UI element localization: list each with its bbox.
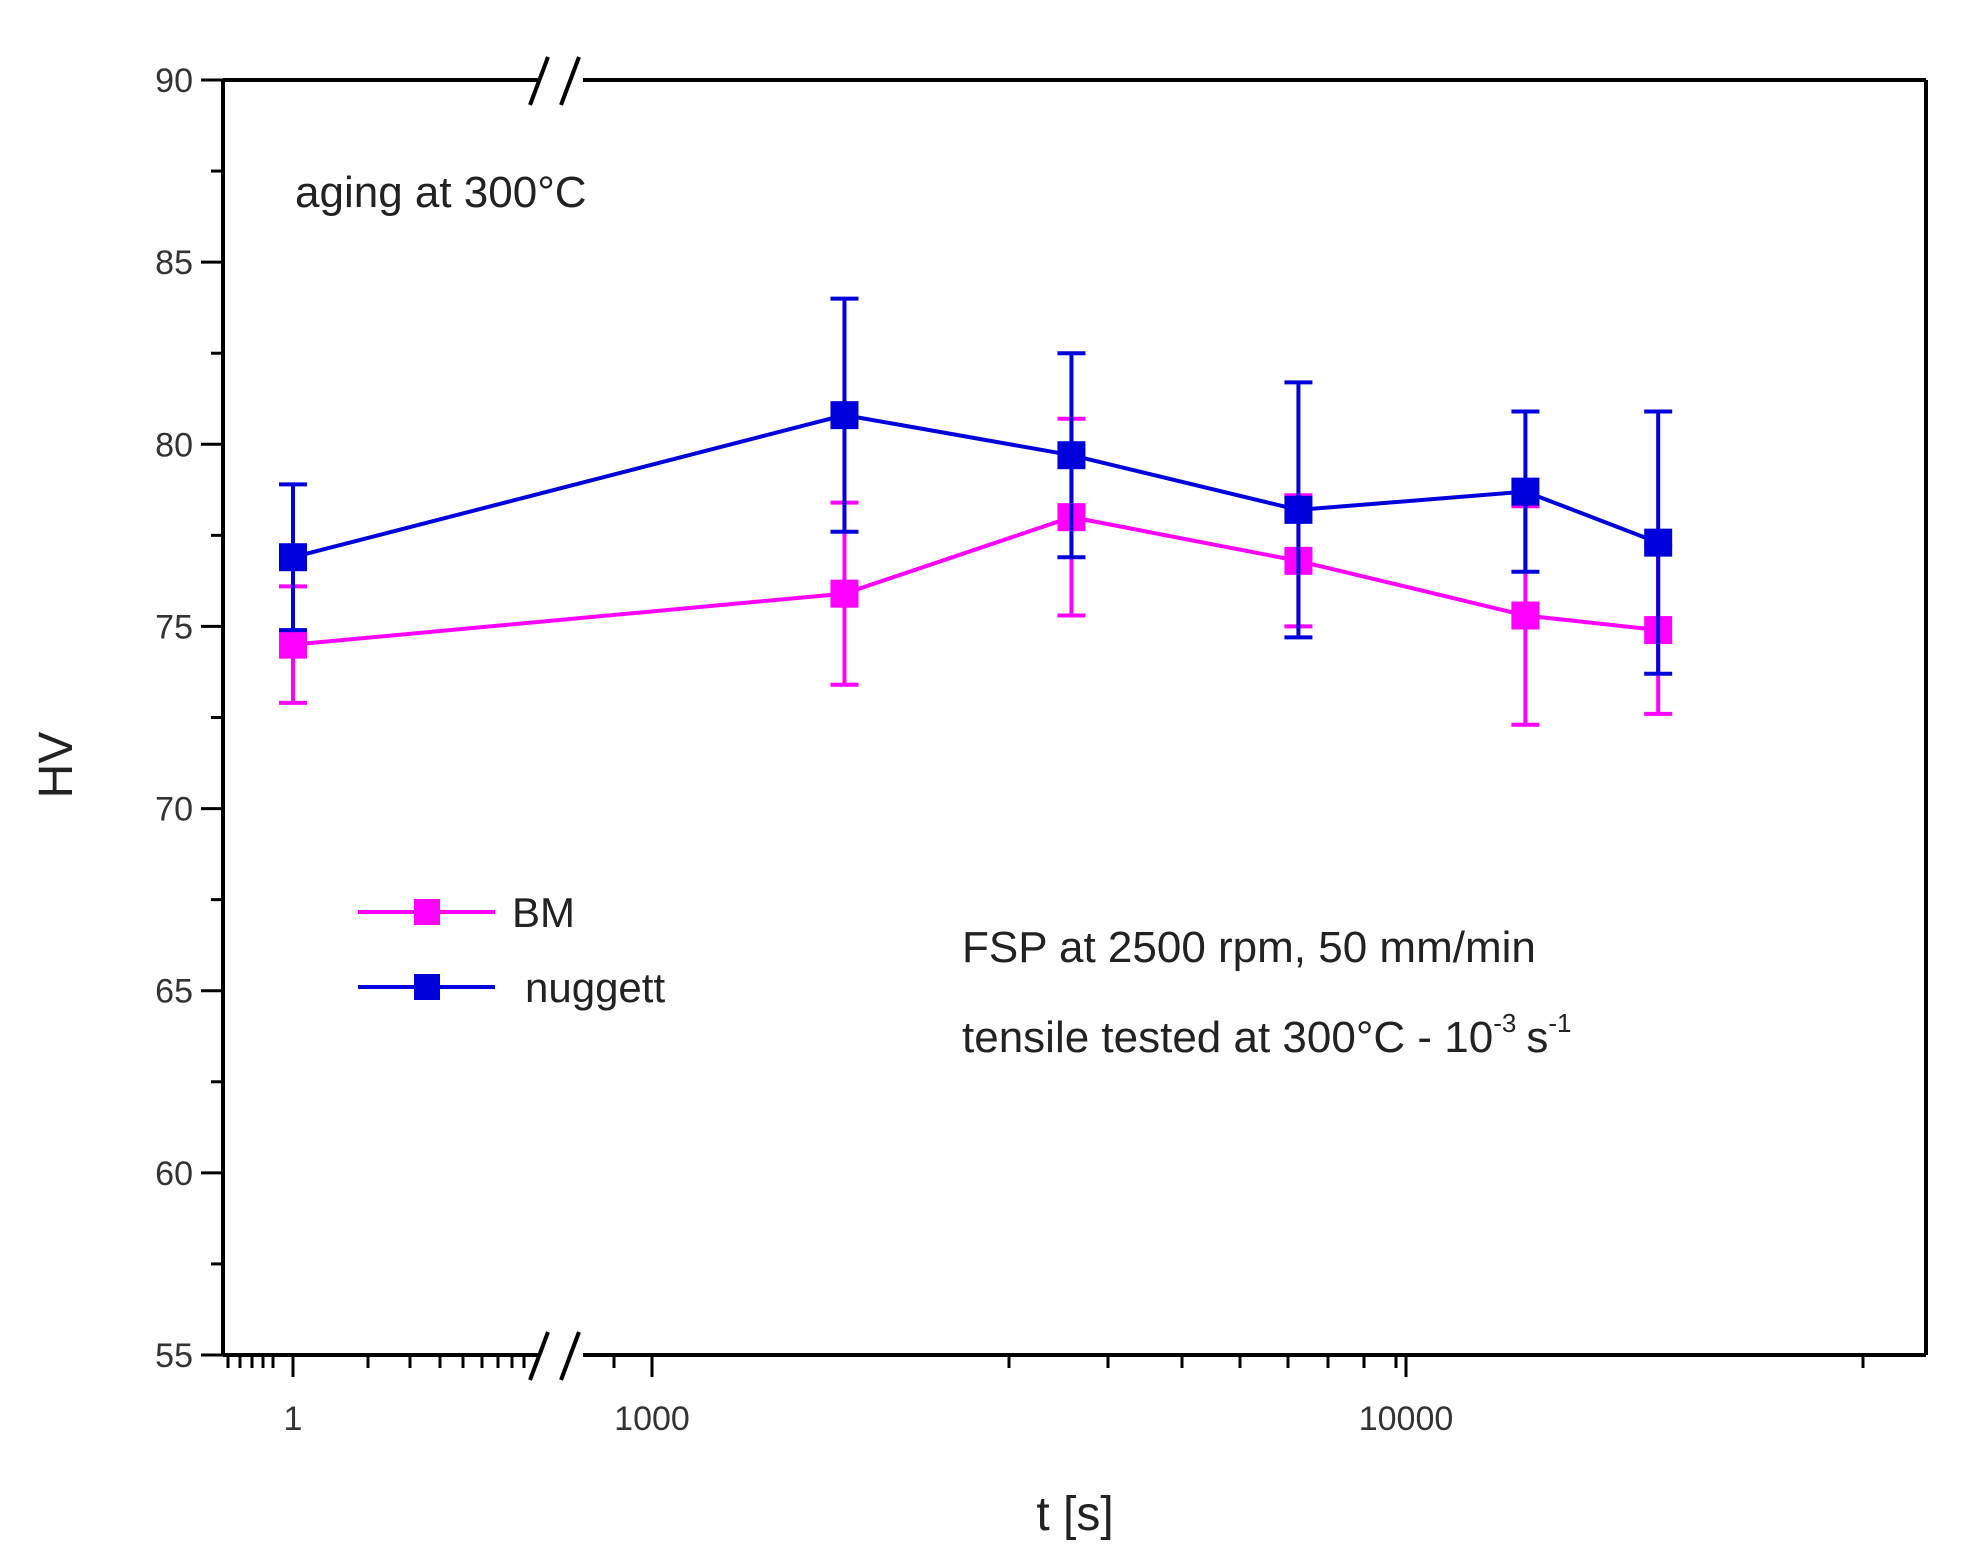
plot-frame bbox=[221, 78, 1928, 1357]
tensile-unit: s bbox=[1526, 1013, 1548, 1062]
legend-marker-nuggett bbox=[414, 974, 440, 1000]
tensile-exp2: -1 bbox=[1548, 1008, 1571, 1038]
data-point-bm bbox=[1511, 601, 1540, 630]
legend-marker-bm bbox=[414, 899, 440, 925]
data-point-bm bbox=[279, 630, 307, 659]
legend-entry-bm: BM bbox=[358, 889, 575, 936]
y-axis-title: HV bbox=[30, 732, 83, 799]
x-tick-label: 10000 bbox=[1359, 1400, 1454, 1438]
fsp-annotation: FSP at 2500 rpm, 50 mm/min bbox=[962, 923, 1536, 972]
y-tick-label: 55 bbox=[155, 1337, 193, 1375]
legend: BM nuggett bbox=[358, 889, 665, 1011]
x-tick-labels: 1 1000 10000 bbox=[284, 1400, 1454, 1438]
data-point-nuggett bbox=[279, 543, 307, 572]
series-bm bbox=[279, 416, 1673, 727]
tensile-main: tensile tested at 300°C - 10 bbox=[962, 1013, 1493, 1062]
y-tick-label: 65 bbox=[155, 973, 193, 1011]
axis-break-marks bbox=[528, 56, 581, 1381]
data-point-nuggett bbox=[1284, 495, 1313, 524]
break-mark bbox=[559, 1331, 581, 1381]
legend-label-nuggett: nuggett bbox=[525, 964, 665, 1011]
break-mark bbox=[559, 56, 581, 106]
data-point-bm bbox=[830, 579, 859, 608]
series-nuggett bbox=[279, 296, 1673, 676]
series-line-nuggett bbox=[292, 413, 1659, 560]
y-tick-label: 70 bbox=[155, 791, 193, 829]
aging-annotation: aging at 300°C bbox=[295, 168, 587, 217]
data-point-nuggett bbox=[1057, 441, 1086, 470]
break-mark bbox=[528, 1331, 550, 1381]
x-tick-label: 1000 bbox=[614, 1400, 690, 1438]
y-tick-label: 90 bbox=[155, 62, 193, 100]
tensile-annotation: tensile tested at 300°C - 10-3 s-1 bbox=[962, 1008, 1572, 1062]
y-tick-label: 75 bbox=[155, 608, 193, 646]
y-axis: 55 60 65 70 75 80 85 90 bbox=[155, 62, 223, 1375]
y-tick-label: 60 bbox=[155, 1155, 193, 1193]
x-axis-title: t [s] bbox=[1036, 1488, 1113, 1541]
data-point-nuggett bbox=[830, 401, 859, 430]
x-ticks bbox=[226, 1355, 1865, 1377]
data-point-nuggett bbox=[1511, 477, 1540, 506]
y-tick-label: 80 bbox=[155, 426, 193, 464]
legend-entry-nuggett: nuggett bbox=[358, 964, 665, 1011]
data-point-nuggett bbox=[1644, 528, 1673, 557]
y-tick-label: 85 bbox=[155, 244, 193, 282]
series-line-bm bbox=[292, 515, 1659, 647]
series-layer bbox=[279, 296, 1673, 727]
tensile-exp1: -3 bbox=[1493, 1008, 1516, 1038]
x-tick-label: 1 bbox=[284, 1400, 303, 1438]
legend-label-bm: BM bbox=[512, 889, 575, 936]
break-mark bbox=[528, 56, 550, 106]
